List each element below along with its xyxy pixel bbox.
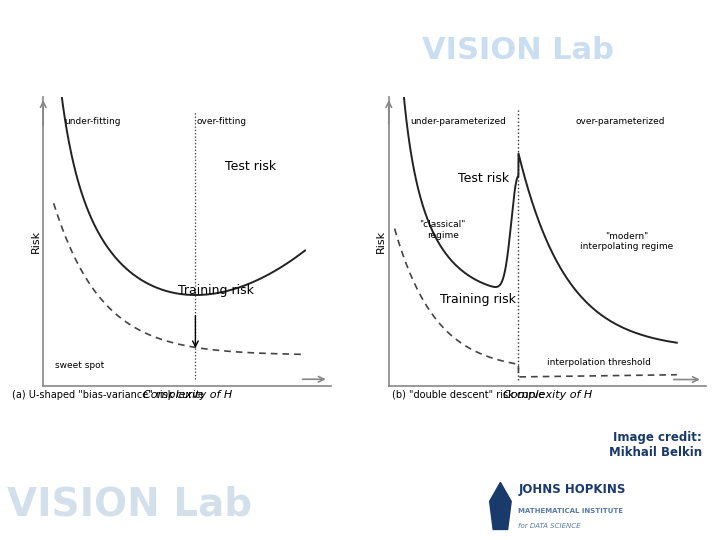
Text: Test risk: Test risk bbox=[458, 172, 510, 185]
Text: Key Theoretical Questions: Generalization: Key Theoretical Questions: Generalizatio… bbox=[11, 24, 672, 52]
Y-axis label: Risk: Risk bbox=[376, 230, 386, 253]
Polygon shape bbox=[490, 482, 511, 529]
Text: over-parameterized: over-parameterized bbox=[575, 117, 665, 126]
Text: interpolation threshold: interpolation threshold bbox=[547, 359, 651, 367]
X-axis label: Complexity of H: Complexity of H bbox=[503, 390, 592, 400]
Text: Training risk: Training risk bbox=[178, 284, 254, 297]
Text: Training risk: Training risk bbox=[440, 293, 516, 306]
Text: for DATA SCIENCE: for DATA SCIENCE bbox=[518, 523, 581, 529]
Text: Image credit:
Mikhail Belkin: Image credit: Mikhail Belkin bbox=[609, 431, 702, 460]
Text: sweet spot: sweet spot bbox=[55, 361, 104, 370]
Text: VISION Lab: VISION Lab bbox=[423, 36, 614, 65]
Text: (b) "double descent" risk curve: (b) "double descent" risk curve bbox=[392, 390, 544, 400]
Text: under-parameterized: under-parameterized bbox=[410, 117, 506, 126]
Text: Test risk: Test risk bbox=[225, 160, 276, 173]
Text: VISION Lab: VISION Lab bbox=[7, 486, 252, 524]
Text: "classical"
regime: "classical" regime bbox=[420, 220, 466, 240]
Text: under-fitting: under-fitting bbox=[64, 117, 120, 126]
Text: JOHNS HOPKINS: JOHNS HOPKINS bbox=[518, 483, 626, 496]
Text: (a) U-shaped "bias-variance" risk curve: (a) U-shaped "bias-variance" risk curve bbox=[12, 390, 204, 400]
Text: over-fitting: over-fitting bbox=[197, 117, 247, 126]
Y-axis label: Risk: Risk bbox=[30, 230, 40, 253]
Text: MATHEMATICAL INSTITUTE: MATHEMATICAL INSTITUTE bbox=[518, 508, 624, 514]
Text: "modern"
interpolating regime: "modern" interpolating regime bbox=[580, 232, 673, 251]
X-axis label: Complexity of H: Complexity of H bbox=[143, 390, 232, 400]
